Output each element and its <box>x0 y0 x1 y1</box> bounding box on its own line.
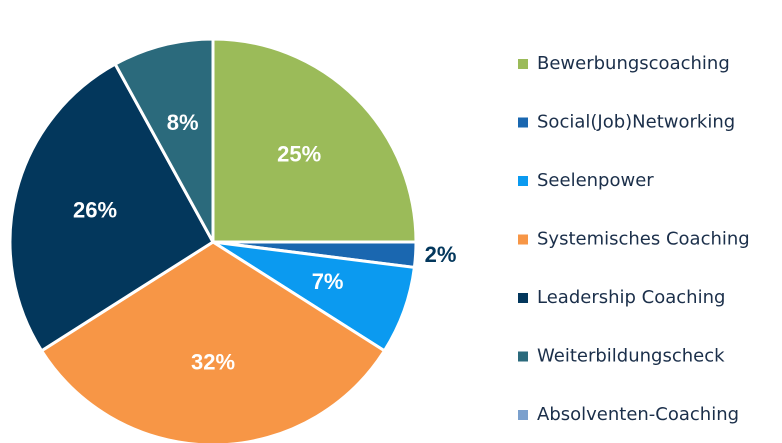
legend-swatch <box>518 176 528 186</box>
legend-label: Bewerbungscoaching <box>537 53 730 74</box>
legend-swatch <box>518 59 528 69</box>
pie-slice <box>39 240 387 443</box>
value-label: 8% <box>167 110 199 135</box>
legend-swatch <box>518 410 528 420</box>
value-label: 25% <box>277 142 321 167</box>
legend-label: Social(Job)Networking <box>537 112 735 133</box>
legend-label: Seelenpower <box>537 170 654 191</box>
pie-slice <box>8 62 215 353</box>
legend-label: Absolventen-Coaching <box>537 404 739 425</box>
legend-label: Systemisches Coaching <box>537 229 750 250</box>
legend-swatch <box>518 117 528 128</box>
pie-slice <box>211 37 418 244</box>
legend-swatch <box>518 234 528 245</box>
legend-label: Weiterbildungscheck <box>537 346 725 367</box>
legend-swatch <box>518 351 528 362</box>
pie-slice <box>113 37 215 243</box>
value-label: 2% <box>425 242 457 267</box>
value-label: 26% <box>73 198 117 223</box>
legend-swatch <box>518 293 528 303</box>
value-label: 32% <box>191 350 235 375</box>
value-label: 7% <box>312 269 344 294</box>
legend-label: Leadership Coaching <box>537 287 725 308</box>
